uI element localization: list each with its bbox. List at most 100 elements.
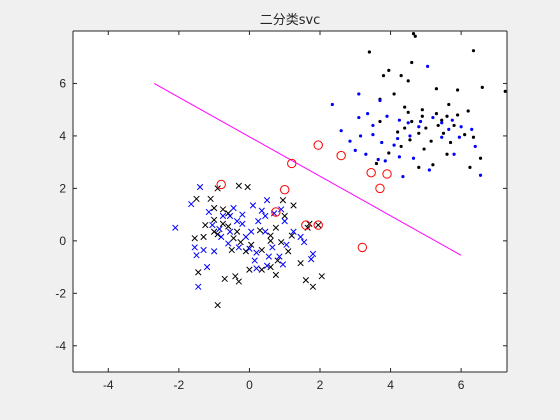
data-point-dot xyxy=(396,136,400,141)
data-point-dot xyxy=(380,140,384,145)
data-point-dot xyxy=(427,168,431,172)
data-point-dot xyxy=(413,34,417,38)
data-point-x xyxy=(283,241,290,248)
data-point-x xyxy=(258,266,265,273)
data-point-x xyxy=(214,301,221,309)
data-point-x xyxy=(242,248,250,255)
data-point-dot xyxy=(434,112,439,116)
data-point-dot xyxy=(456,113,460,117)
decision-boundary-line xyxy=(153,83,462,256)
data-marks xyxy=(153,32,507,309)
data-point-dot xyxy=(417,165,421,169)
data-point-dot xyxy=(456,88,460,92)
data-point-dot xyxy=(420,108,424,112)
data-point-x xyxy=(255,218,262,225)
data-point-x xyxy=(272,271,280,279)
data-point-x xyxy=(308,256,315,263)
data-point-dot xyxy=(406,79,410,83)
data-point-x xyxy=(239,211,246,218)
data-point-x xyxy=(209,221,216,229)
data-point-x xyxy=(267,263,274,271)
data-point-dot xyxy=(424,126,428,130)
data-point-x xyxy=(239,220,246,227)
data-point-x xyxy=(274,257,281,264)
data-point-x xyxy=(267,232,274,239)
data-point-x xyxy=(188,200,195,208)
data-point-x xyxy=(300,239,308,246)
data-point-dot xyxy=(436,123,440,128)
data-point-x xyxy=(210,228,218,235)
data-point-dot xyxy=(447,127,451,131)
data-point-dot xyxy=(411,32,416,36)
data-point-x xyxy=(200,233,207,241)
data-point-x xyxy=(230,204,237,212)
data-point-x xyxy=(246,266,253,273)
data-point-x xyxy=(230,235,237,242)
series-1-dot xyxy=(330,64,483,179)
data-point-x xyxy=(258,246,265,254)
data-point-dot xyxy=(410,60,414,65)
data-point-x xyxy=(195,283,202,290)
y-tick-label: -4 xyxy=(55,339,66,353)
data-point-dot xyxy=(367,50,371,54)
data-point-dot xyxy=(429,139,433,143)
data-point-dot xyxy=(440,121,444,125)
data-point-dot xyxy=(406,121,410,125)
data-point-x xyxy=(233,228,241,235)
data-point-dot xyxy=(358,134,363,138)
data-point-dot xyxy=(457,135,461,139)
y-tick-label: 2 xyxy=(59,181,66,195)
data-point-dot xyxy=(440,135,444,139)
support-vector-ring xyxy=(366,167,376,178)
data-point-x xyxy=(221,275,228,283)
series-2-x xyxy=(191,182,325,309)
data-point-x xyxy=(290,228,297,235)
data-point-x xyxy=(309,283,317,290)
data-point-dot xyxy=(401,174,405,179)
support-vector-ring xyxy=(382,169,392,179)
data-point-x xyxy=(233,218,241,225)
data-point-dot xyxy=(434,87,439,91)
data-point-x xyxy=(210,204,218,212)
support-vector-ring xyxy=(287,158,297,169)
support-vector-ring xyxy=(375,183,385,194)
data-point-x xyxy=(246,245,253,252)
data-point-x xyxy=(253,265,260,272)
data-point-x xyxy=(256,227,264,234)
data-point-dot xyxy=(426,64,430,69)
data-point-x xyxy=(272,224,280,231)
x-tick-label: 6 xyxy=(458,378,465,392)
data-point-dot xyxy=(371,133,375,137)
data-point-x xyxy=(226,212,234,220)
data-point-dot xyxy=(459,125,463,129)
data-point-x xyxy=(200,246,207,254)
axis-ticks: -4 -2 0 2 4 6 -4 -2 0 2 4 6 xyxy=(55,31,507,392)
data-point-dot xyxy=(471,135,476,139)
data-point-x xyxy=(172,224,179,231)
data-point-dot xyxy=(397,155,401,159)
data-point-dot xyxy=(478,173,483,177)
data-point-dot xyxy=(378,98,382,103)
data-point-x xyxy=(191,235,198,242)
data-point-x xyxy=(226,228,234,235)
chart-title: 二分类svc xyxy=(260,13,321,28)
data-point-dot xyxy=(403,105,407,109)
data-point-x xyxy=(262,228,269,235)
data-point-dot xyxy=(364,152,368,156)
data-point-x xyxy=(196,183,204,191)
data-point-x xyxy=(306,220,313,227)
data-point-x xyxy=(249,202,257,209)
axes-background xyxy=(73,31,507,372)
data-point-dot xyxy=(468,165,472,169)
data-point-dot xyxy=(418,119,423,124)
series-4-ring xyxy=(216,140,392,253)
data-point-dot xyxy=(381,73,386,78)
y-tick-label: -2 xyxy=(55,286,66,300)
data-point-dot xyxy=(406,110,410,114)
data-point-dot xyxy=(374,161,379,166)
data-point-x xyxy=(278,239,285,246)
data-point-dot xyxy=(463,133,467,137)
data-point-x xyxy=(214,231,221,238)
data-point-dot xyxy=(448,140,453,145)
